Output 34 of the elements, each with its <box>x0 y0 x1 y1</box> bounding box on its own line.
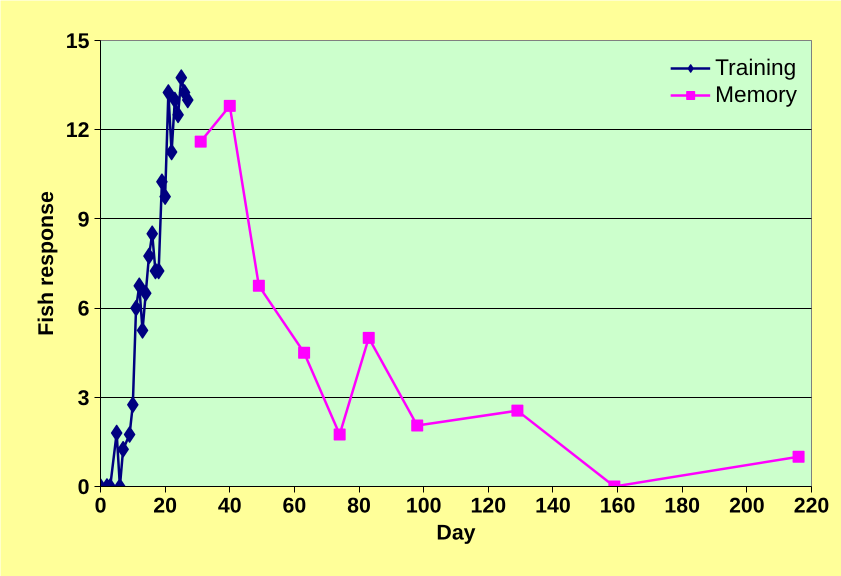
x-tick-label: 60 <box>282 494 306 518</box>
point <box>511 404 524 417</box>
point <box>298 346 310 359</box>
x-axis-title: Day <box>436 520 476 544</box>
point <box>792 450 805 463</box>
x-tick-label: 160 <box>600 494 636 518</box>
x-tick-label: 180 <box>664 494 700 518</box>
point <box>140 284 152 302</box>
y-tick-label: 3 <box>78 386 90 410</box>
y-tick-label: 12 <box>66 118 90 142</box>
legend-label: Training <box>715 54 796 81</box>
x-tick-label: 140 <box>535 494 571 518</box>
x-tick-label: 100 <box>406 494 442 518</box>
x-tick-label: 220 <box>794 494 830 518</box>
point <box>362 332 375 344</box>
y-tick-label: 9 <box>78 207 90 232</box>
x-tick-label: 200 <box>729 494 765 518</box>
point <box>166 144 178 160</box>
y-tick-label: 15 <box>66 29 90 53</box>
x-tick-label: 40 <box>218 494 242 518</box>
point <box>334 428 346 440</box>
legend-label: Memory <box>715 81 797 108</box>
point <box>194 136 207 148</box>
y-tick-label: 0 <box>78 475 90 499</box>
point <box>252 280 265 292</box>
point <box>126 396 139 414</box>
point <box>411 420 424 432</box>
x-tick-label: 80 <box>347 494 371 518</box>
y-axis-title: Fish response <box>34 191 58 336</box>
x-tick-label: 20 <box>153 494 178 518</box>
x-tick-label: 0 <box>94 494 106 518</box>
y-tick-label: 6 <box>78 296 90 321</box>
x-tick-label: 120 <box>470 494 506 518</box>
point <box>224 100 236 112</box>
